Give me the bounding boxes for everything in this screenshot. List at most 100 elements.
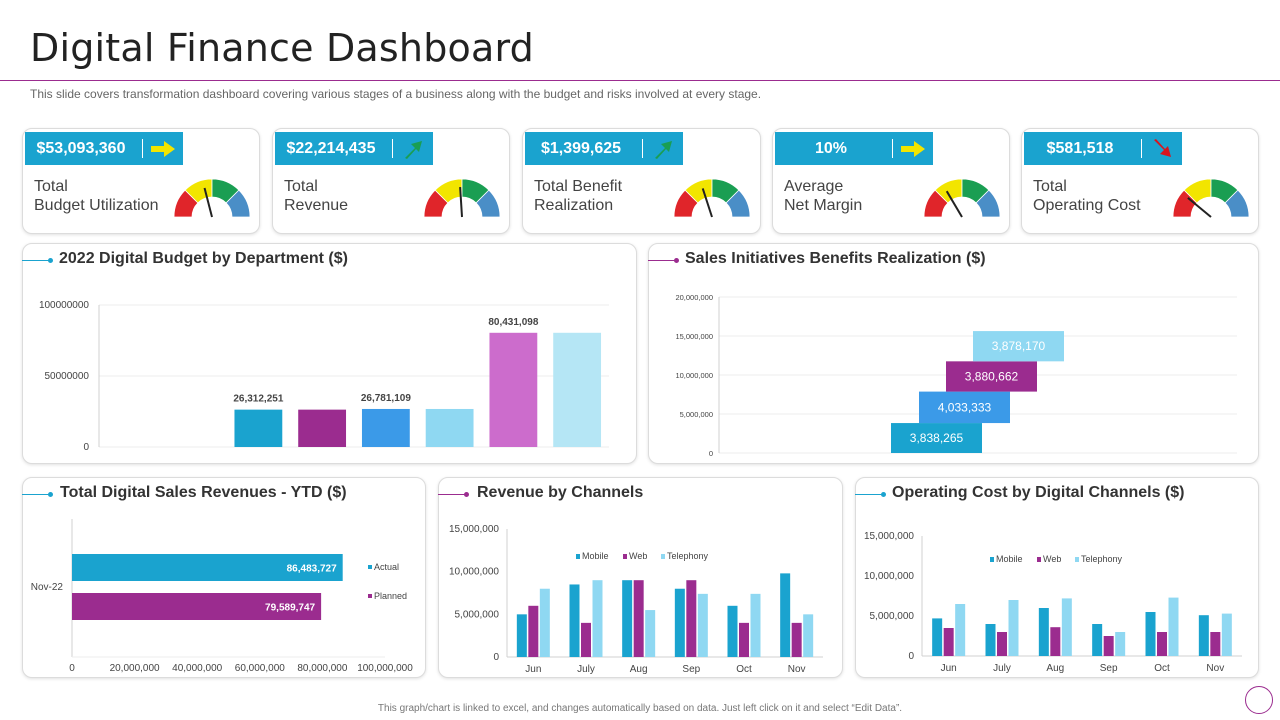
panel-title-accent: [855, 494, 883, 495]
bar: [489, 332, 538, 447]
gauge-segment: [225, 189, 251, 218]
bar: [553, 332, 602, 447]
kpi-card-operating-cost[interactable]: $581,518 Total Operating Cost: [1021, 128, 1259, 234]
step-data-label: 3,878,170: [992, 339, 1046, 353]
arrow-shape: [1154, 139, 1171, 157]
x-tick-label: July: [993, 663, 1011, 674]
bar-data-label: 26,312,251: [233, 394, 283, 405]
bar: [539, 588, 550, 657]
y-tick-label: 15,000,000: [449, 524, 499, 535]
bar: [592, 580, 603, 657]
panel-title: 2022 Digital Budget by Department ($): [59, 250, 348, 267]
bar: [645, 610, 656, 657]
x-tick-label: Oct: [736, 664, 752, 674]
kpi-separator: [892, 139, 893, 158]
kpi-label-line1: Average: [784, 178, 844, 195]
y-tick-label: 5,000,000: [680, 410, 713, 419]
bar: [943, 628, 954, 656]
x-tick-label: Sep: [1100, 663, 1118, 674]
y-tick-label: 15,000,000: [675, 332, 713, 341]
kpi-card-total-revenue[interactable]: $22,214,435 Total Revenue: [272, 128, 510, 234]
y-tick-label: 20,000,000: [675, 293, 713, 302]
kpi-value-box: 10%: [775, 132, 933, 165]
bar-data-label: 26,781,109: [361, 393, 411, 404]
legend-label: Mobile: [996, 554, 1023, 564]
bar: [750, 593, 761, 657]
kpi-card-benefit-realization[interactable]: $1,399,625 Total Benefit Realization: [522, 128, 761, 234]
arrow-shape: [151, 141, 175, 157]
x-tick-label: Nov: [1206, 663, 1224, 674]
bar: [686, 580, 697, 657]
legend-label: Telephony: [667, 551, 709, 561]
bar: [234, 409, 283, 447]
bar: [1157, 632, 1167, 656]
bar: [780, 573, 791, 657]
ytd-hbar-chart[interactable]: 0 20,000,000 40,000,000 60,000,000 80,000,00…: [23, 514, 425, 674]
revenue-grouped-bar-chart[interactable]: 0 5,000,000 10,000,000 15,000,000 Jun July Aug…: [439, 514, 842, 674]
bar: [425, 408, 474, 447]
gauge-icon: [923, 178, 1001, 218]
x-tick-label: Sep: [682, 664, 700, 674]
page-title: Digital Finance Dashboard: [30, 26, 534, 70]
bar: [1168, 597, 1179, 656]
kpi-card-budget-utilization[interactable]: $53,093,360 Total Budget Utilization: [22, 128, 260, 234]
bar: [739, 622, 749, 657]
panel-title-dot: [48, 258, 53, 263]
kpi-value: $581,518: [1046, 140, 1114, 157]
kpi-value-box: $581,518: [1024, 132, 1182, 165]
panel-operating-cost-by-channels: Operating Cost by Digital Channels ($) 0…: [855, 477, 1259, 678]
kpi-value-box: $1,399,625: [525, 132, 683, 165]
bar: [569, 584, 580, 657]
y-tick-label: 15,000,000: [864, 531, 914, 542]
bar: [1061, 598, 1072, 656]
legend-label: Actual: [374, 562, 399, 572]
panel-total-digital-sales: Total Digital Sales Revenues - YTD ($) 0…: [22, 477, 426, 678]
legend-swatch: [1075, 557, 1079, 562]
panel-title: Operating Cost by Digital Channels ($): [892, 484, 1185, 501]
up-right-arrow-icon: [655, 141, 672, 159]
y-tick-label: 0: [709, 449, 713, 458]
y-tick-label: 10,000,000: [449, 567, 499, 578]
kpi-value-box: $53,093,360: [25, 132, 183, 165]
kpi-card-net-margin[interactable]: 10% Average Net Margin: [772, 128, 1010, 234]
step-data-label: 3,838,265: [910, 431, 964, 445]
kpi-label: Average Net Margin: [784, 177, 862, 215]
corner-circle-icon: [1245, 686, 1273, 714]
panel-title-accent: [22, 494, 50, 495]
gauge-needle: [203, 187, 213, 218]
panel-revenue-by-channels: Revenue by Channels 0 5,000,000 10,000,000…: [438, 477, 843, 678]
category-label: Nov-22: [31, 582, 64, 593]
x-tick-label: 40,000,000: [172, 663, 222, 674]
x-tick-label: 100,000,000: [357, 663, 413, 674]
legend-swatch: [623, 554, 627, 559]
legend-swatch: [368, 594, 372, 598]
gauge-icon: [173, 178, 251, 218]
x-tick-label: Aug: [630, 664, 648, 674]
legend-label: Web: [629, 551, 647, 561]
bar: [1092, 624, 1103, 656]
sales-waterfall-chart[interactable]: 0 5,000,000 10,000,000 15,000,000 20,000,000…: [649, 280, 1258, 460]
bar: [1198, 615, 1209, 656]
right-arrow-icon: [151, 141, 175, 157]
bar: [674, 588, 685, 657]
kpi-label: Total Benefit Realization: [534, 177, 622, 215]
gauge-icon: [423, 178, 501, 218]
kpi-label-line2: Budget Utilization: [34, 197, 159, 214]
kpi-separator: [142, 139, 143, 158]
kpi-separator: [1141, 139, 1142, 158]
waterfall-step: [891, 423, 982, 453]
panel-budget-by-department: 2022 Digital Budget by Department ($) 0 5…: [22, 243, 637, 464]
bar-data-label: 80,431,098: [488, 317, 538, 328]
bar: [1145, 612, 1156, 656]
bar: [727, 605, 738, 657]
panel-title-dot: [881, 492, 886, 497]
kpi-label-line2: Realization: [534, 197, 614, 214]
bar: [1050, 627, 1061, 656]
kpi-label-line1: Total: [284, 178, 318, 195]
kpi-label-line1: Total: [34, 178, 68, 195]
gauge-needle: [459, 186, 463, 218]
gauge-icon: [673, 178, 751, 218]
y-tick-label: 10,000,000: [864, 571, 914, 582]
budget-bar-chart[interactable]: 0 50000000 100000000 26,312,251 26,781,109 80…: [23, 280, 636, 460]
operating-cost-grouped-bar-chart[interactable]: 0 5,000,000 10,000,000 15,000,000 Jun July Aug…: [856, 514, 1258, 674]
